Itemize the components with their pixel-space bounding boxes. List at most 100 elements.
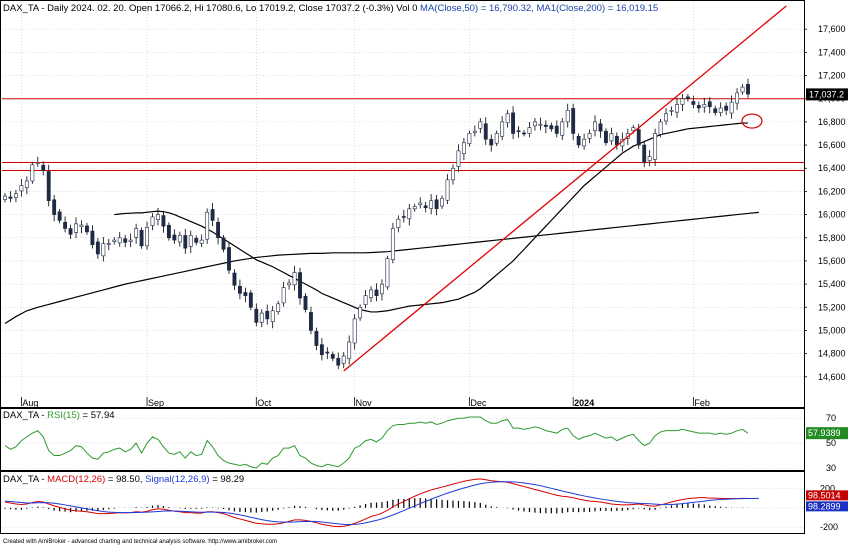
candle [145,221,149,250]
candle [467,130,472,147]
candle-down [374,289,379,297]
candle-down [221,237,226,250]
price-tick-label: 15,400 [818,279,846,289]
price-tick-label: 15,200 [818,302,846,312]
candle [456,144,461,173]
candle [478,118,483,134]
candle [35,156,40,167]
candle [423,201,428,213]
candle-down [543,124,548,127]
price-tick-label: 14,800 [818,349,846,359]
candle-up [418,202,423,205]
rsi-badge-label: 57.9389 [808,428,841,438]
candle [232,269,237,291]
date-tick-label: 2024 [574,398,594,408]
candle-up [156,214,160,220]
candle-down [227,247,231,271]
rsi-title-value: = 57.94 [80,410,115,421]
candle [658,118,663,138]
candle-up [740,86,745,93]
candle-down [194,237,199,243]
rsi-badge [806,427,848,440]
signal-badge-label: 98.2899 [808,501,841,511]
candle-up [461,142,466,154]
candle-up [281,287,286,304]
candle [587,129,592,144]
candle-up [188,235,193,247]
candle [221,234,226,253]
candle-down [325,351,330,354]
candle-up [472,130,477,133]
candle [593,115,597,137]
signal-badge [806,501,848,512]
candle [451,164,455,185]
macd-title-value: = 98.50, [105,474,145,485]
candle-up [407,208,412,220]
candle [330,351,335,362]
candle [292,265,297,291]
candle [8,191,13,203]
candle-up [74,223,78,233]
candle-up [538,123,543,126]
candle-up [145,227,149,247]
candle [352,314,357,350]
rsi-tick-label: 70 [826,413,836,423]
macd-panel-frame [0,471,805,534]
candle-down [571,108,576,134]
price-axis: 14,600 14,800 15,000 15,200 15,400 15,600 15,8… [804,24,848,382]
candle [172,229,177,244]
rsi-panel-frame [0,408,805,471]
candle-down [330,354,335,359]
candle [440,195,444,209]
candle [582,133,587,150]
candle [604,128,608,146]
candle [139,227,144,249]
candle [407,204,412,226]
candle-up [205,211,210,240]
candle-up [702,104,707,108]
price-tick-label: 16,800 [818,117,846,127]
candle [500,116,505,141]
grid [2,2,804,406]
date-tick-label: Feb [694,398,710,408]
ma50-line [114,122,748,313]
candle-down [724,105,729,111]
candle-up [390,228,395,260]
candle [254,303,259,327]
candle [680,93,685,112]
candle-down [303,295,308,310]
candle [95,238,100,259]
candle [653,128,658,167]
candle-down [232,272,237,286]
rsi-tick-label: 30 [826,463,836,473]
candle [41,161,46,176]
annotation [741,113,763,129]
candle-up [276,303,281,312]
candle [571,103,576,141]
candle [390,222,395,264]
candle [576,133,581,148]
candle [123,234,128,248]
candle-up [653,133,658,160]
candle-up [718,107,723,113]
candle [336,352,341,370]
candle [243,287,248,303]
candle [90,225,95,249]
candle-down [516,130,521,132]
date-tick-label: Sep [148,398,164,408]
candle [363,290,368,309]
candle-up [587,133,592,139]
price-tick-label: 17,400 [818,47,846,57]
candle-up [128,239,133,242]
candle-down [746,84,750,95]
candle-down [336,357,341,366]
candle-down [483,123,488,140]
candle [472,125,477,137]
ma50-path [114,122,748,313]
candle-up [527,127,532,134]
candle-down [489,138,494,146]
candle [461,137,466,161]
candle-up [560,121,565,136]
last-price-badge [806,88,848,101]
